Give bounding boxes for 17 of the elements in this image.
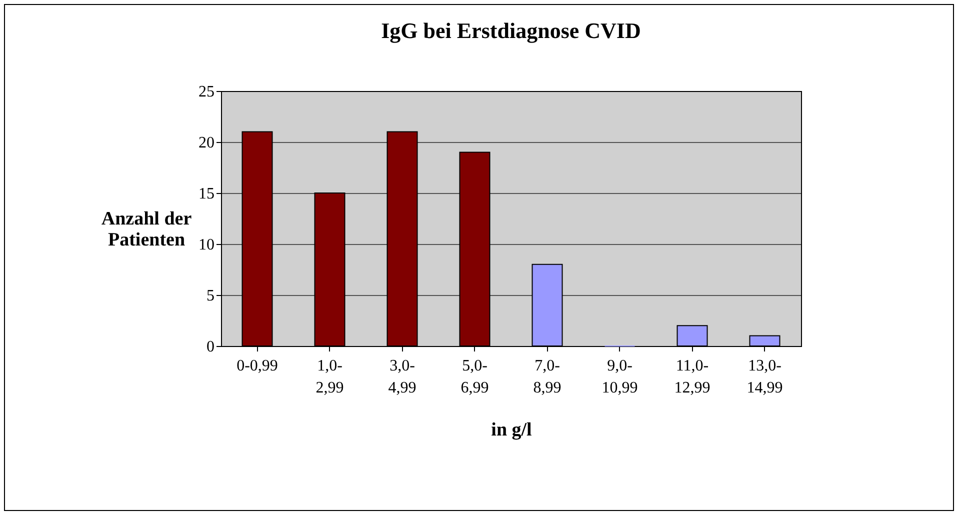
x-axis-title: in g/l bbox=[491, 420, 532, 440]
y-tick-label: 0 bbox=[206, 338, 214, 356]
x-tick-label: 9,0-10,99 bbox=[602, 358, 638, 396]
y-axis-title: Anzahl der Patienten bbox=[101, 208, 192, 250]
chart-title: IgG bei Erstdiagnose CVID bbox=[381, 18, 641, 43]
x-tick-label: 7,0-8,99 bbox=[533, 358, 562, 396]
x-tick-label: 11,0-12,99 bbox=[674, 358, 710, 396]
x-tick-label: 1,0-2,99 bbox=[316, 358, 344, 396]
x-tick-label: 13,0-14,99 bbox=[746, 358, 783, 396]
y-tick-label: 5 bbox=[206, 288, 214, 304]
x-tick-label: 0-0,99 bbox=[236, 358, 278, 374]
y-tick-label: 20 bbox=[198, 134, 214, 152]
y-tick-label: 10 bbox=[198, 236, 214, 254]
x-tick-label: 5,0-6,99 bbox=[460, 358, 489, 396]
y-tick-label: 15 bbox=[198, 186, 214, 202]
x-tick-label: 3,0-4,99 bbox=[388, 358, 416, 396]
y-tick-label: 25 bbox=[198, 84, 214, 100]
